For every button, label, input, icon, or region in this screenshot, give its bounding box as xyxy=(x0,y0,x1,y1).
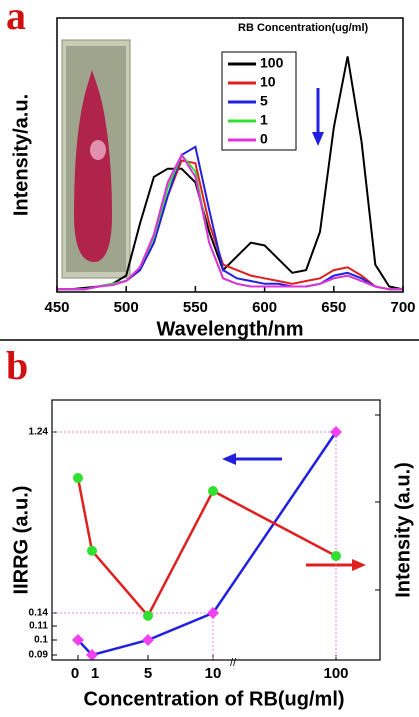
x-tick-label: 600 xyxy=(252,299,277,316)
diamond-marker xyxy=(142,634,154,646)
panel-label: a xyxy=(6,0,26,38)
spectrum-line xyxy=(57,152,403,291)
series-line xyxy=(77,431,338,657)
x-tick-label: 0 xyxy=(71,665,79,682)
legend-title: RB Concentration(ug/ml) xyxy=(238,22,368,34)
diamond-marker xyxy=(72,634,84,646)
plot-frame xyxy=(51,399,381,661)
photo-inset xyxy=(61,39,131,279)
legend-label: 1 xyxy=(260,112,268,128)
y-tick-label: 1.24 xyxy=(29,427,49,438)
diamond-marker xyxy=(207,607,219,619)
y-tick-label: 0.1 xyxy=(34,635,48,646)
circle-marker xyxy=(143,610,153,621)
x-tick-label: 1 xyxy=(91,665,99,682)
x-tick-label: 5 xyxy=(144,665,152,682)
panel-label: b xyxy=(6,343,28,388)
legend-label: 5 xyxy=(260,93,268,109)
circle-marker xyxy=(73,473,83,483)
x-tick-label: 550 xyxy=(183,299,208,316)
circle-marker xyxy=(331,551,341,561)
x-tick-label: 650 xyxy=(321,299,346,316)
y2-axis-label: Intensity (a.u.) xyxy=(392,462,414,598)
y-axis-label: Intensity/a.u. xyxy=(10,94,32,216)
y-tick-label: 0.09 xyxy=(29,650,49,661)
right-axis-arrow xyxy=(306,559,366,571)
x-axis-label: Wavelength/nm xyxy=(156,318,303,340)
axis-break: // xyxy=(230,657,237,669)
diamond-marker xyxy=(86,649,98,661)
x-tick-label: 10 xyxy=(205,665,222,682)
x-tick-label: 100 xyxy=(323,665,348,682)
x-tick-label: 450 xyxy=(44,299,69,316)
trend-arrow xyxy=(312,88,324,146)
x-tick-label: 700 xyxy=(390,299,415,316)
circle-marker xyxy=(87,545,97,556)
left-axis-arrow xyxy=(222,453,282,465)
x-axis-label: Concentration of RB(ug/ml) xyxy=(83,688,344,710)
legend-label: 100 xyxy=(260,55,284,71)
x-tick-label: 500 xyxy=(114,299,139,316)
plot-frame xyxy=(56,17,404,293)
legend-label: 10 xyxy=(260,74,276,90)
y-tick-label: 0.11 xyxy=(29,621,48,632)
legend-label: 0 xyxy=(260,131,268,147)
y-axis-label: IIRRG (a.u.) xyxy=(10,486,32,595)
diamond-marker xyxy=(330,426,342,438)
y-tick-label: 0.14 xyxy=(29,608,49,619)
series-line xyxy=(76,477,337,619)
circle-marker xyxy=(208,486,218,496)
